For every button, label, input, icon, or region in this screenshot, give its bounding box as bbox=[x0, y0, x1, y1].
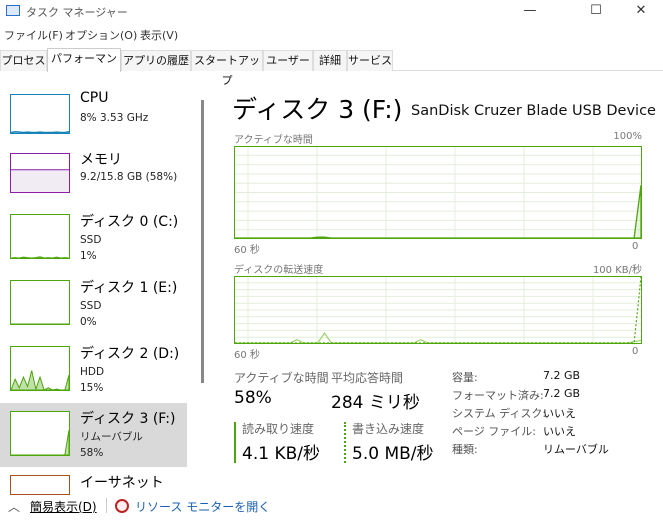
tab-startup[interactable]: スタートアップ bbox=[191, 50, 263, 87]
sidebar-item-sub2: 15% bbox=[80, 382, 104, 394]
write-indicator bbox=[344, 422, 346, 463]
write-speed-label: 書き込み速度 bbox=[352, 422, 425, 436]
sidebar-item-6[interactable]: イーサネット bbox=[0, 467, 187, 531]
sidebar-item-sub1: SSD bbox=[80, 234, 102, 246]
property-key: 種類: bbox=[452, 443, 478, 456]
property-value: 7.2 GB bbox=[543, 387, 581, 400]
close-button[interactable]: ✕ bbox=[635, 3, 647, 18]
sidebar-item-name: ディスク 0 (C:) bbox=[80, 214, 179, 230]
active-time-chart bbox=[234, 146, 642, 239]
read-speed-label: 読み取り速度 bbox=[242, 422, 315, 436]
property-key: 容量: bbox=[452, 371, 478, 384]
tab-services[interactable]: サービス bbox=[347, 50, 393, 71]
sidebar-item-sub1: 9.2/15.8 GB (58%) bbox=[80, 171, 178, 183]
sidebar-item-sub1: SSD bbox=[80, 300, 102, 312]
tab-processes[interactable]: プロセス bbox=[0, 50, 47, 71]
sidebar-thumb bbox=[10, 214, 70, 259]
menu-file[interactable]: ファイル(F) bbox=[4, 29, 63, 42]
maximize-button[interactable]: ☐ bbox=[590, 3, 602, 18]
sidebar-item-sub1: リムーバブル bbox=[80, 431, 143, 443]
write-speed-value: 5.0 MB/秒 bbox=[352, 444, 434, 464]
sidebar-item-sub2: 0% bbox=[80, 316, 97, 328]
property-key: システム ディスク: bbox=[452, 407, 547, 420]
fewer-details-link[interactable]: 簡易表示(D) bbox=[30, 500, 97, 514]
response-time-value: 284 ミリ秒 bbox=[331, 393, 420, 413]
sidebar-thumb bbox=[10, 280, 70, 325]
property-key: ページ ファイル: bbox=[452, 425, 536, 438]
divider bbox=[106, 498, 107, 513]
chart1-label: アクティブな時間 bbox=[234, 135, 313, 146]
sidebar-item-sub1: 8% 3.53 GHz bbox=[80, 112, 149, 124]
resource-monitor-link[interactable]: リソース モニターを開く bbox=[135, 500, 271, 514]
property-value: いいえ bbox=[543, 407, 576, 420]
chart2-xright: 0 bbox=[632, 346, 639, 357]
menu-view[interactable]: 表示(V) bbox=[140, 29, 179, 42]
title-bar: タスク マネージャー — ☐ ✕ bbox=[0, 0, 663, 24]
task-manager-icon bbox=[6, 5, 20, 16]
sidebar-item-sub2: 58% bbox=[80, 447, 104, 459]
window-title: タスク マネージャー bbox=[26, 6, 128, 19]
property-value: 7.2 GB bbox=[543, 369, 581, 382]
read-indicator bbox=[234, 422, 236, 463]
sidebar-item-2[interactable]: ディスク 0 (C:) SSD 1% bbox=[0, 206, 187, 270]
menu-options[interactable]: オプション(O) bbox=[65, 29, 138, 42]
sidebar-item-name: CPU bbox=[80, 90, 109, 106]
active-time-label: アクティブな時間 bbox=[234, 371, 329, 385]
sidebar-item-4[interactable]: ディスク 2 (D:) HDD 15% bbox=[0, 338, 187, 402]
read-series bbox=[235, 332, 642, 344]
sidebar-thumb bbox=[10, 94, 70, 134]
response-time-label: 平均応答時間 bbox=[331, 371, 404, 385]
sidebar-thumb bbox=[10, 475, 70, 495]
active-time-value: 58% bbox=[234, 388, 272, 408]
sidebar-item-name: ディスク 3 (F:) bbox=[80, 411, 176, 427]
chart2-max: 100 KB/秒 bbox=[592, 265, 642, 276]
chart-border bbox=[234, 146, 642, 239]
footer: ︿ 簡易表示(D) リソース モニターを開く bbox=[0, 495, 663, 517]
property-value: いいえ bbox=[543, 425, 576, 438]
sidebar-thumb bbox=[10, 153, 70, 193]
tab-performance[interactable]: パフォーマンス bbox=[47, 48, 121, 85]
sidebar-item-name: ディスク 1 (E:) bbox=[80, 280, 178, 296]
resource-monitor-icon bbox=[115, 499, 129, 513]
chart-border bbox=[234, 276, 642, 344]
resource-list: CPU 8% 3.53 GHz メモリ 9.2/15.8 GB (58%) ディスク 0… bbox=[0, 72, 210, 497]
sidebar-item-name: イーサネット bbox=[80, 475, 164, 491]
chevron-up-icon[interactable]: ︿ bbox=[8, 500, 21, 514]
device-name: SanDisk Cruzer Blade USB Device bbox=[411, 103, 656, 119]
chart2-label: ディスクの転送速度 bbox=[234, 265, 324, 276]
page-title: ディスク 3 (F:) bbox=[232, 95, 403, 124]
sidebar-item-name: ディスク 2 (D:) bbox=[80, 346, 180, 362]
scrollbar-thumb[interactable] bbox=[201, 100, 204, 383]
tab-app-history[interactable]: アプリの履歴 bbox=[121, 50, 191, 71]
sidebar-item-name: メモリ bbox=[80, 152, 122, 168]
sidebar-item-0[interactable]: CPU 8% 3.53 GHz bbox=[0, 86, 187, 150]
sidebar-thumb bbox=[10, 346, 70, 391]
tab-details[interactable]: 詳細 bbox=[313, 50, 347, 71]
chart1-max: 100% bbox=[613, 131, 642, 142]
tab-bar: プロセス パフォーマンス アプリの履歴 スタートアップ ユーザー 詳細 サービス bbox=[0, 48, 663, 87]
minimize-button[interactable]: — bbox=[523, 3, 537, 18]
sidebar-item-1[interactable]: メモリ 9.2/15.8 GB (58%) bbox=[0, 145, 187, 209]
sidebar-item-sub1: HDD bbox=[80, 366, 105, 378]
sidebar-thumb bbox=[10, 411, 70, 456]
tab-users[interactable]: ユーザー bbox=[263, 50, 313, 71]
chart2-xleft: 60 秒 bbox=[234, 350, 260, 361]
read-speed-value: 4.1 KB/秒 bbox=[242, 444, 320, 464]
property-value: リムーバブル bbox=[543, 443, 609, 456]
property-key: フォーマット済み: bbox=[452, 389, 544, 402]
transfer-rate-chart bbox=[234, 276, 642, 344]
chart1-xleft: 60 秒 bbox=[234, 245, 260, 256]
sidebar-item-sub2: 1% bbox=[80, 250, 97, 262]
sidebar-item-5[interactable]: ディスク 3 (F:) リムーバブル 58% bbox=[0, 403, 187, 467]
sidebar-item-3[interactable]: ディスク 1 (E:) SSD 0% bbox=[0, 272, 187, 336]
chart1-xright: 0 bbox=[632, 241, 639, 252]
